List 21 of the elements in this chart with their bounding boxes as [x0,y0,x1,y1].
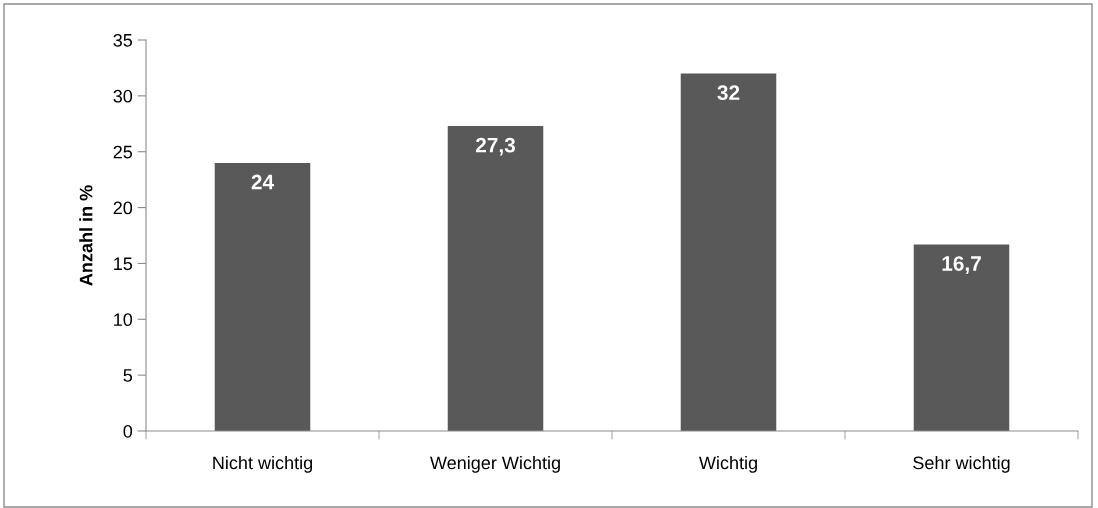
bar [680,73,777,431]
x-tick-label: Nicht wichtig [213,456,313,473]
y-axis-title: Anzahl in % [79,185,93,286]
data-label: 24 [251,174,274,190]
bar [913,244,1010,431]
y-tick-label: 25 [113,145,133,159]
bar [214,162,311,431]
y-tick-label: 15 [114,257,133,271]
y-tick-label: 35 [113,33,133,47]
data-label: 32 [717,85,740,101]
y-tick-label: 5 [123,369,133,382]
y-tick-label: 10 [114,313,133,327]
x-tick-label: Sehr wichtig [913,456,1010,473]
y-tick-label: 20 [113,201,133,215]
data-label: 27,3 [475,137,516,156]
bar [447,126,544,431]
data-label: 16,7 [942,256,981,274]
y-tick-label: 30 [113,89,133,103]
x-tick-label: Weniger Wichtig [430,456,560,473]
y-tick-label: 0 [123,424,133,438]
x-tick-label: Wichtig [698,456,757,473]
